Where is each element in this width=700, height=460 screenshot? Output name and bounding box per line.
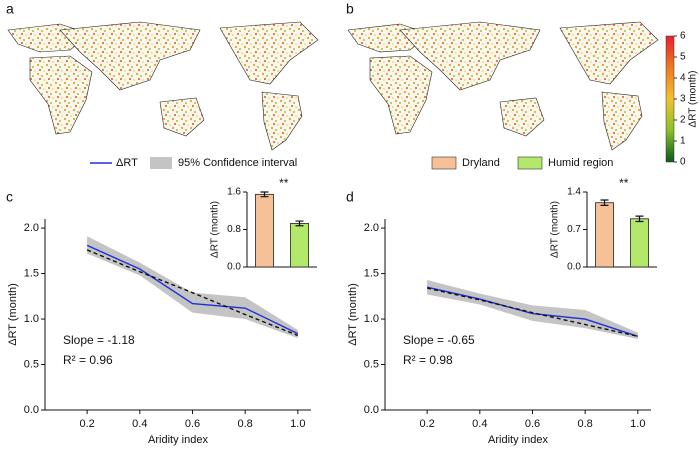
series-line: [426, 286, 639, 337]
y-tick-label: 2.0: [364, 222, 379, 234]
y-tick-label: 0.0: [227, 262, 241, 273]
x-axis-label: Aridity index: [488, 434, 548, 446]
y-tick-label: 1.5: [364, 267, 379, 279]
panel-label: b: [346, 1, 354, 17]
series-line: [86, 244, 299, 335]
x-tick-label: 0.4: [472, 418, 487, 430]
colorbar: [665, 35, 675, 163]
legend-label: Dryland: [462, 157, 500, 169]
y-axis-label: ΔRT (month): [550, 201, 561, 258]
map: [7, 21, 319, 151]
y-axis-label: ΔRT (month): [210, 201, 221, 258]
y-axis-label: ΔRT (month): [7, 283, 19, 346]
error-bar: [260, 191, 269, 198]
map: [347, 21, 659, 151]
x-tick-label: 0.2: [419, 418, 434, 430]
error-bar: [635, 215, 644, 223]
legend-label: 95% Confidence interval: [178, 157, 297, 169]
y-tick-label: 0.7: [567, 224, 581, 235]
legend-swatch: [517, 156, 543, 170]
y-tick-label: 1.4: [567, 187, 581, 198]
y-tick-label: 0.8: [227, 224, 241, 235]
y-tick-label: 0.0: [24, 404, 39, 416]
x-tick-label: 0.6: [525, 418, 540, 430]
x-tick-label: 0.8: [578, 418, 593, 430]
x-tick-label: 0.2: [79, 418, 94, 430]
annotation: R² = 0.98: [403, 353, 453, 367]
colorbar-tick-label: 1: [680, 136, 686, 147]
x-tick-label: 1.0: [630, 418, 645, 430]
fit-line: [426, 287, 638, 338]
bar: [290, 223, 309, 268]
y-tick-label: 2.0: [24, 222, 39, 234]
y-tick-label: 0.0: [364, 404, 379, 416]
x-tick-label: 0.4: [132, 418, 147, 430]
legend-label: ΔRT: [116, 157, 138, 169]
significance: **: [279, 176, 289, 190]
y-tick-label: 1.0: [364, 313, 379, 325]
y-tick-label: 0.5: [364, 358, 379, 370]
bar: [630, 218, 649, 268]
confidence-band: [87, 236, 298, 339]
y-tick-label: 1.6: [227, 187, 241, 198]
significance: **: [619, 176, 629, 190]
legend-label: Humid region: [548, 157, 613, 169]
fit-line: [86, 249, 299, 337]
x-tick-label: 1.0: [290, 418, 305, 430]
colorbar-tick-label: 5: [680, 52, 686, 63]
y-tick-label: 1.0: [24, 313, 39, 325]
panel-label: c: [6, 189, 13, 205]
legend-swatch: [150, 157, 172, 169]
colorbar-tick-label: 3: [680, 94, 686, 105]
colorbar-tick-label: 2: [680, 115, 686, 126]
annotation: Slope = -0.65: [403, 333, 475, 347]
annotation: R² = 0.96: [63, 353, 113, 367]
annotation: Slope = -1.18: [63, 333, 135, 347]
x-tick-label: 0.8: [238, 418, 253, 430]
colorbar-tick-label: 6: [680, 31, 686, 42]
y-tick-label: 1.5: [24, 267, 39, 279]
legend-swatch: [431, 156, 457, 170]
y-axis-label: ΔRT (month): [347, 283, 359, 346]
colorbar-label: ΔRT (month): [688, 71, 699, 128]
x-axis-label: Aridity index: [148, 434, 208, 446]
y-tick-label: 0.5: [24, 358, 39, 370]
colorbar-tick-label: 0: [680, 157, 686, 168]
bar: [255, 193, 274, 268]
x-tick-label: 0.6: [185, 418, 200, 430]
panel-label: d: [346, 189, 354, 205]
y-tick-label: 0.0: [567, 262, 581, 273]
panel-label: a: [6, 1, 14, 17]
colorbar-tick-label: 4: [680, 73, 686, 84]
bar: [595, 202, 614, 268]
error-bar: [295, 220, 304, 227]
error-bar: [600, 199, 609, 206]
confidence-band: [427, 279, 638, 340]
